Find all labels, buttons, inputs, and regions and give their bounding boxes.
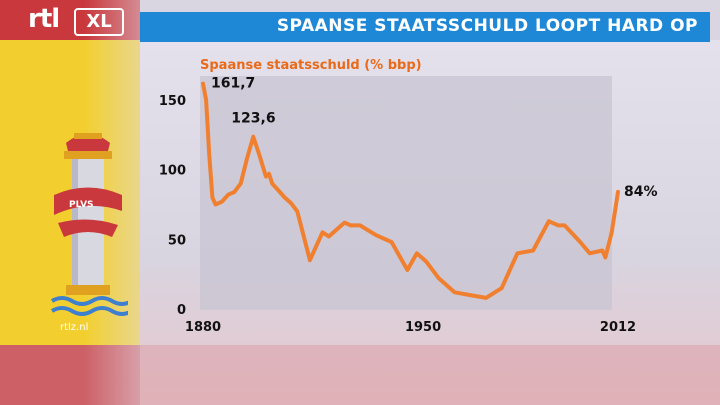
y-tick-label: 50 bbox=[168, 233, 186, 248]
logo-xl-text: XL bbox=[74, 8, 124, 36]
emblem-motto: PLVS bbox=[69, 200, 94, 210]
chart-subtitle: Spaanse staatsschuld (% bbp) bbox=[200, 58, 422, 73]
y-tick-label: 100 bbox=[159, 164, 186, 179]
background-band bbox=[140, 345, 720, 405]
data-label: 161,7 bbox=[211, 76, 255, 92]
debt-series-line bbox=[201, 81, 620, 300]
title-bar: SPAANSE STAATSSCHULD LOOPT HARD OP bbox=[140, 12, 710, 42]
pillar-emblem-icon: PLVS bbox=[50, 133, 128, 316]
channel-logo: rtl XL bbox=[0, 0, 140, 40]
source-label: rtlz.nl bbox=[60, 322, 89, 333]
chart-title: SPAANSE STAATSSCHULD LOOPT HARD OP bbox=[276, 16, 698, 36]
logo-rtl-text: rtl bbox=[28, 4, 60, 34]
data-label: 123,6 bbox=[231, 111, 275, 127]
x-tick-label: 1950 bbox=[405, 320, 441, 335]
y-tick-label: 150 bbox=[159, 94, 186, 109]
x-tick-label: 1880 bbox=[185, 320, 221, 335]
y-tick-label: 0 bbox=[177, 303, 186, 318]
x-tick-label: 2012 bbox=[600, 320, 636, 335]
data-label: 84% bbox=[624, 184, 658, 200]
